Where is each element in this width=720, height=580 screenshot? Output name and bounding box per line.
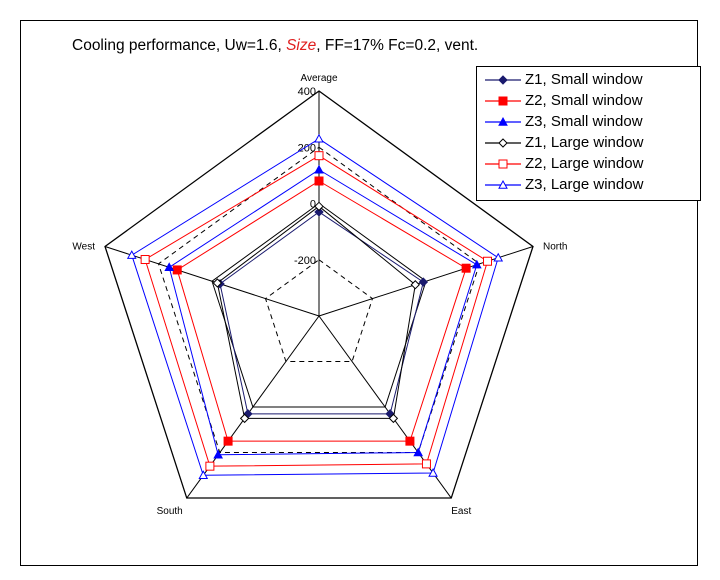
legend-swatch-2 (485, 96, 521, 106)
chart-title: Cooling performance, Uw=1.6, Size, FF=17… (72, 37, 478, 55)
series-1-point-average (314, 207, 324, 217)
series-2-point-north (461, 263, 471, 273)
series-1-point-north (418, 277, 429, 287)
legend-swatch-5 (485, 159, 521, 169)
legend-swatch-3 (485, 116, 521, 126)
series-4-point-west (212, 278, 223, 288)
legend-marker-1 (498, 75, 508, 85)
series-1 (215, 207, 429, 419)
series-6-point-west (126, 250, 137, 259)
series-5-point-average (314, 151, 324, 161)
tick-label-4: -200 (294, 255, 316, 267)
series-3-point-south (213, 449, 224, 459)
series-2-point-west (172, 265, 182, 275)
series-3-point-average (314, 164, 324, 174)
series-5 (140, 151, 493, 471)
series-5-point-north (483, 256, 493, 266)
title-part-1: Cooling performance, Uw=1.6, (72, 37, 287, 54)
series-2-point-east (405, 436, 415, 446)
axis-label-south: South (157, 506, 183, 517)
legend-label-5: Z2, Large window (525, 155, 644, 172)
tick-label-1: 400 (298, 86, 316, 98)
legend: Z1, Small window Z2, Small window Z3, Sm… (476, 66, 701, 201)
series-6 (126, 133, 504, 479)
series-5-point-west (140, 255, 150, 265)
series-4-point-south (239, 413, 250, 424)
legend-label-1: Z1, Small window (525, 71, 643, 88)
legend-item-4: Z1, Large window (477, 134, 700, 152)
legend-marker-4 (498, 138, 508, 148)
series-line-2 (176, 180, 467, 442)
series-line-1 (219, 211, 424, 415)
series-4 (212, 201, 421, 424)
series-6-point-average (314, 133, 324, 143)
legend-swatch-1 (485, 75, 521, 85)
series-6-point-north (493, 252, 504, 262)
series-line-3 (168, 169, 478, 456)
legend-swatch-6 (485, 179, 521, 189)
series-3 (164, 164, 482, 459)
series-6-point-east (428, 467, 438, 477)
legend-marker-6 (498, 179, 508, 189)
axis-label-west: West (72, 241, 95, 252)
spoke-west (104, 245, 320, 317)
legend-item-1: Z1, Small window (477, 71, 700, 89)
title-part-3: , FF=17% Fc=0.2, vent. (316, 37, 479, 54)
series-2 (172, 176, 471, 446)
axis-label-average: Average (300, 73, 338, 84)
tick-label-2: 200 (298, 142, 316, 154)
legend-item-3: Z3, Small window (477, 113, 700, 131)
title-part-2: Size (286, 37, 317, 54)
series-6-point-south (198, 470, 209, 479)
legend-label-6: Z3, Large window (525, 176, 644, 193)
legend-item-6: Z3, Large window (477, 176, 700, 194)
legend-label-4: Z1, Large window (525, 134, 644, 151)
legend-swatch-4 (485, 138, 521, 148)
axis-label-east: East (451, 506, 471, 517)
series-line-6 (131, 138, 499, 476)
tick-label-3: 0 (310, 199, 316, 211)
grid-ring-2 (157, 146, 481, 454)
series-5-point-east (421, 459, 431, 469)
legend-item-2: Z2, Small window (477, 92, 700, 110)
grid-ring-3 (211, 202, 427, 408)
series-3-point-north (471, 259, 482, 269)
series-5-point-south (205, 461, 215, 471)
legend-marker-3 (498, 116, 508, 126)
grid-ring-4 (264, 259, 374, 363)
grid-ring-1 (104, 90, 534, 499)
series-2-point-south (223, 436, 233, 446)
legend-item-5: Z2, Large window (477, 155, 700, 173)
legend-marker-5 (498, 159, 508, 169)
series-4-point-average (314, 201, 324, 212)
legend-label-2: Z2, Small window (525, 92, 643, 109)
series-2-point-average (314, 176, 324, 186)
series-line-4 (216, 205, 416, 419)
series-3-point-west (164, 262, 175, 272)
series-3-point-east (413, 447, 424, 457)
series-4-point-east (388, 413, 399, 424)
legend-marker-2 (498, 96, 508, 106)
axis-label-north: North (543, 241, 567, 252)
series-line-5 (144, 155, 489, 467)
series-4-point-north (410, 280, 421, 290)
legend-label-3: Z3, Small window (525, 113, 643, 130)
